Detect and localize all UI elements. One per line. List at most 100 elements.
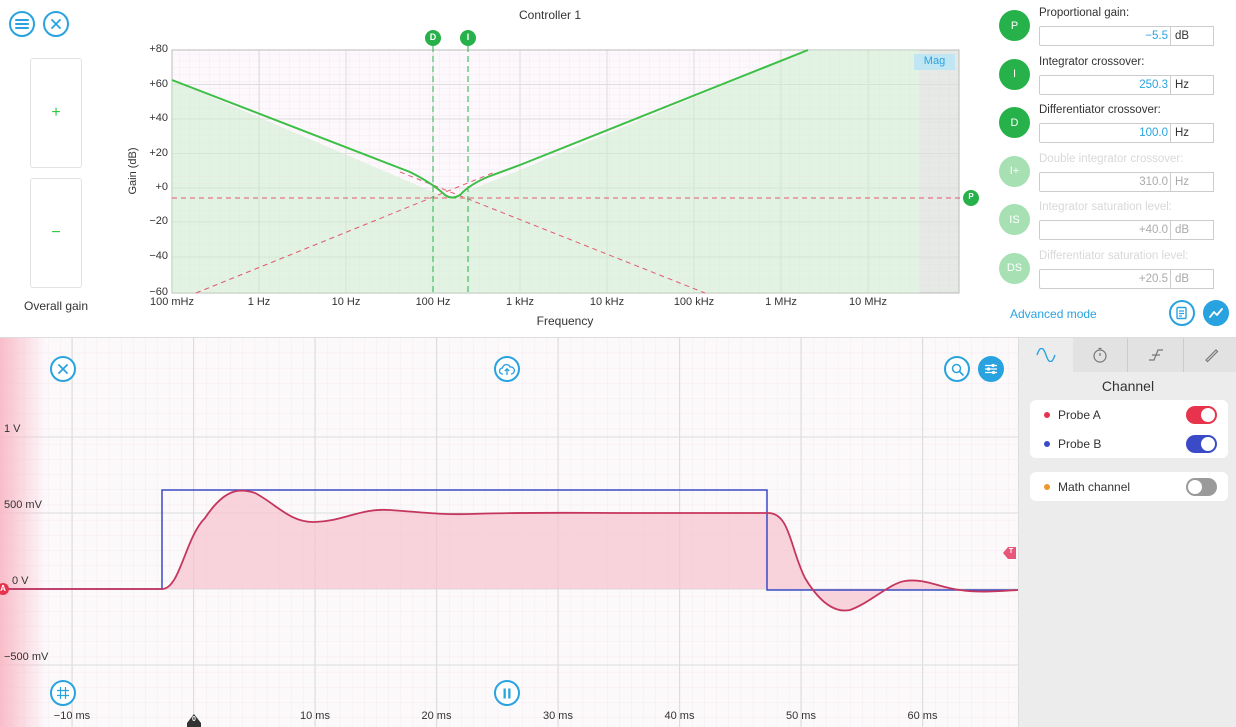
param-unit: dB xyxy=(1170,268,1214,289)
cursors-button[interactable] xyxy=(50,680,76,706)
tab-timebase[interactable] xyxy=(1073,338,1127,372)
scope-x-tick: 30 ms xyxy=(543,710,573,722)
param-icon-iplus[interactable]: I+ xyxy=(999,155,1030,187)
math-channel-label: Math channel xyxy=(1058,480,1131,494)
plot-mode-button[interactable] xyxy=(1203,300,1229,326)
param-icon-d[interactable]: D xyxy=(999,107,1030,138)
channel-a-marker[interactable] xyxy=(0,583,9,595)
bode-y-tick: +60 xyxy=(149,77,168,90)
tab-measure[interactable] xyxy=(1183,338,1236,372)
channel-a-marker-label: A xyxy=(0,584,6,593)
param-value-input[interactable]: +20.5 xyxy=(1039,268,1175,289)
probe-a-fill xyxy=(162,490,960,611)
math-channel-card: Math channel xyxy=(1030,472,1228,501)
math-channel-row: Math channel xyxy=(1044,479,1130,495)
trend-icon xyxy=(1209,308,1223,318)
marker-i[interactable] xyxy=(460,30,476,46)
sine-wave-icon xyxy=(1036,348,1056,362)
param-icon-ds[interactable]: DS xyxy=(999,252,1030,284)
close-button[interactable] xyxy=(43,11,69,37)
gain-decrease-button[interactable]: − xyxy=(30,178,82,288)
probe-b-label: Probe B xyxy=(1058,437,1102,451)
scope-x-tick: 40 ms xyxy=(664,710,695,722)
search-icon xyxy=(951,363,964,376)
param-unit: dB xyxy=(1170,220,1214,240)
zoom-button[interactable] xyxy=(944,356,970,382)
cloud-upload-button[interactable] xyxy=(494,356,520,382)
param-label: Integrator crossover: xyxy=(1039,55,1145,68)
bode-x-tick: 100 Hz xyxy=(415,296,451,308)
gain-curve xyxy=(171,49,809,199)
pause-button[interactable] xyxy=(494,680,520,706)
oscilloscope-panel: A T 0 1 V 500 mV 0 V −500 mV −10 ms 10 ms 20 … xyxy=(0,338,1018,727)
trigger-marker[interactable] xyxy=(1003,547,1016,559)
param-unit: Hz xyxy=(1170,123,1214,143)
probe-a-row: Probe A xyxy=(1044,407,1101,423)
param-value-input[interactable]: 250.3 xyxy=(1039,74,1175,95)
param-label: Double integrator crossover: xyxy=(1039,152,1184,165)
scope-plot[interactable] xyxy=(0,338,1018,727)
tab-channel[interactable] xyxy=(1019,338,1073,372)
close-icon xyxy=(51,19,61,29)
scope-x-tick: 50 ms xyxy=(786,710,816,722)
param-icon-p[interactable]: P xyxy=(999,10,1030,41)
param-value-input[interactable]: +40.0 xyxy=(1039,220,1175,240)
scope-x-tick: 20 ms xyxy=(421,710,452,722)
probe-b-dot xyxy=(1044,441,1050,447)
probe-a-trace xyxy=(0,489,1018,612)
bode-x-tick: 1 Hz xyxy=(247,296,271,308)
math-channel-toggle[interactable] xyxy=(1186,478,1217,496)
param-icon-is[interactable]: IS xyxy=(999,204,1030,235)
zero-time-marker[interactable] xyxy=(187,714,201,727)
controller-panel: Controller 1 + − Overall gain xyxy=(0,0,1236,338)
param-value-input[interactable]: −5.5 xyxy=(1039,26,1175,46)
marker-d-label: D xyxy=(429,32,437,42)
bode-x-axis-label: Frequency xyxy=(536,314,594,328)
page-title: Controller 1 xyxy=(518,8,582,22)
menu-icon xyxy=(15,19,29,29)
param-icon-i[interactable]: I xyxy=(999,58,1030,90)
param-label: Integrator saturation level: xyxy=(1039,201,1172,213)
notes-button[interactable] xyxy=(1169,300,1195,326)
ruler-icon xyxy=(1204,349,1218,363)
param-value-input[interactable]: 100.0 xyxy=(1039,123,1175,143)
probe-b-toggle[interactable] xyxy=(1186,435,1217,453)
probe-b-row: Probe B xyxy=(1044,436,1101,452)
bode-plot[interactable] xyxy=(0,0,1000,338)
bode-y-tick: −20 xyxy=(149,215,168,227)
scope-y-tick: −500 mV xyxy=(4,651,49,663)
stopwatch-icon xyxy=(1093,347,1107,363)
marker-i-label: I xyxy=(466,32,470,42)
param-value-input[interactable]: 310.0 xyxy=(1039,171,1175,192)
scope-x-tick: 10 ms xyxy=(300,710,330,722)
advanced-mode-link[interactable]: Advanced mode xyxy=(1010,307,1097,321)
left-fade xyxy=(0,338,46,727)
scope-y-tick: 0 V xyxy=(12,575,29,587)
menu-button[interactable] xyxy=(9,11,35,37)
scope-x-tick: 60 ms xyxy=(907,710,938,722)
bode-y-tick: +0 xyxy=(155,181,168,193)
cloud-upload-icon xyxy=(499,363,515,375)
bode-y-tick: +40 xyxy=(149,112,168,124)
bode-y-tick: −40 xyxy=(149,250,168,262)
divider xyxy=(0,337,1236,338)
marker-p[interactable] xyxy=(963,190,979,206)
marker-d[interactable] xyxy=(425,30,441,46)
param-label: Differentiator crossover: xyxy=(1039,104,1161,116)
settings-button[interactable] xyxy=(978,356,1004,382)
bode-x-tick: 1 MHz xyxy=(765,296,797,308)
notes-icon xyxy=(1176,306,1187,320)
trigger-marker-label: T xyxy=(1008,548,1014,555)
trigger-edge-icon xyxy=(1148,349,1163,361)
probe-a-toggle[interactable] xyxy=(1186,406,1217,424)
mag-badge[interactable]: Mag xyxy=(923,55,946,67)
probe-channels-card: Probe A Probe B xyxy=(1030,400,1228,458)
pause-icon xyxy=(503,688,511,698)
bode-y-tick: −60 xyxy=(149,286,168,298)
scope-close-button[interactable] xyxy=(50,356,76,382)
close-icon xyxy=(58,364,68,374)
probe-a-dot xyxy=(1044,412,1050,418)
tab-trigger[interactable] xyxy=(1127,338,1183,372)
mag-badge-bg xyxy=(914,54,955,70)
gain-increase-button[interactable]: + xyxy=(30,58,82,168)
